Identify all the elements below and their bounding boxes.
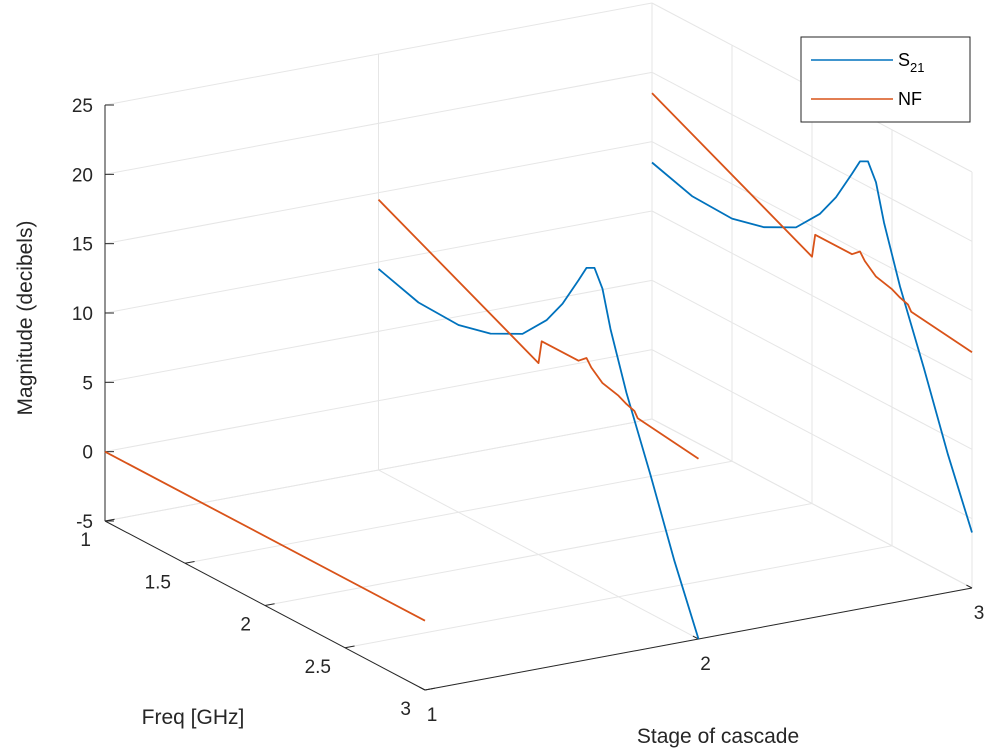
y-tick bbox=[424, 687, 435, 691]
axes bbox=[104, 104, 973, 691]
x-tick bbox=[419, 686, 426, 691]
series-lines bbox=[104, 92, 973, 640]
series-line-s21-stage-3 bbox=[651, 160, 973, 533]
legend: S21 NF bbox=[800, 36, 971, 123]
y-tick bbox=[104, 518, 115, 522]
y-tick bbox=[344, 645, 355, 649]
z-tick-label: -5 bbox=[76, 512, 93, 533]
y-tick bbox=[184, 560, 195, 564]
legend-entry-nf: NF bbox=[898, 89, 922, 109]
y-axis-label: Freq [GHz] bbox=[142, 706, 245, 729]
z-tick-label: 25 bbox=[72, 96, 93, 117]
grid-line bbox=[344, 545, 893, 649]
x-tick-label: 2 bbox=[700, 654, 711, 675]
x-axis-label: Stage of cascade bbox=[637, 725, 799, 748]
x-tick-label: 3 bbox=[974, 603, 985, 624]
y-tick-label: 1 bbox=[80, 530, 91, 551]
y-tick-label: 1.5 bbox=[145, 572, 171, 593]
x-tick bbox=[966, 584, 973, 589]
z-tick-label: 20 bbox=[72, 165, 93, 186]
grid-line bbox=[104, 418, 653, 522]
series-line-nf-stage-1 bbox=[104, 450, 426, 622]
z-tick-label: 5 bbox=[82, 373, 93, 394]
series-line-nf-stage-2 bbox=[377, 198, 699, 460]
legend-entry-s21: S21 bbox=[898, 50, 924, 75]
z-tick-label: 15 bbox=[72, 235, 93, 256]
grid-line bbox=[184, 460, 733, 564]
y-tick-label: 2 bbox=[240, 615, 251, 636]
legend-box bbox=[800, 36, 971, 123]
y-tick-label: 2.5 bbox=[305, 657, 331, 678]
x-tick-label: 1 bbox=[427, 705, 438, 726]
y-tick bbox=[264, 603, 275, 606]
z-tick-label: 10 bbox=[72, 304, 93, 325]
z-tick-label: 0 bbox=[82, 443, 93, 464]
series-line-nf-stage-3 bbox=[651, 92, 973, 354]
z-axis-label: Magnitude (decibels) bbox=[14, 221, 37, 416]
y-tick-label: 3 bbox=[400, 699, 411, 720]
grid-line bbox=[264, 503, 813, 606]
series-line-s21-stage-2 bbox=[377, 266, 700, 640]
